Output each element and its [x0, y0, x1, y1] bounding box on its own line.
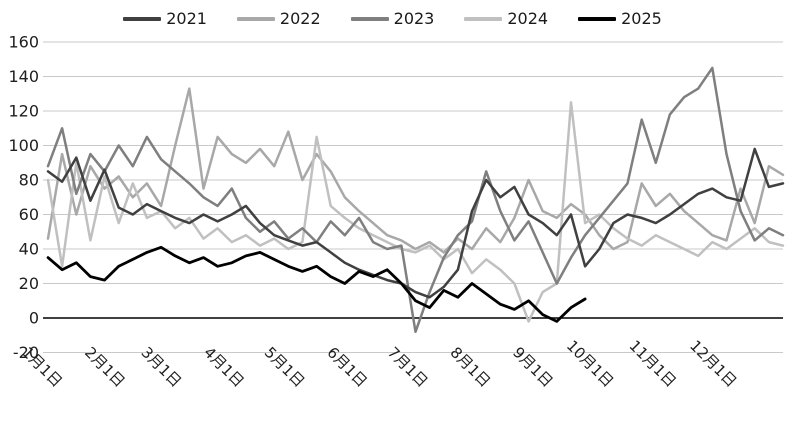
- xtick-label-1: 1月1日: [18, 343, 65, 390]
- legend-label-2023: 2023: [393, 9, 435, 28]
- xtick-label-3: 3月1日: [138, 343, 185, 390]
- legend-item-2021: 2021: [123, 11, 207, 27]
- ytick-label-20: 20: [19, 274, 39, 293]
- legend-item-2022: 2022: [236, 9, 321, 28]
- xtick-label-4: 4月1日: [200, 343, 247, 390]
- legend-item-2023: 2023: [350, 9, 435, 28]
- xtick-label-11: 11月1日: [626, 337, 680, 391]
- legend-swatch-2023: [350, 17, 389, 21]
- xtick-label-7: 7月1日: [384, 343, 431, 390]
- ytick-label-60: 60: [19, 205, 39, 224]
- ytick-label-0: 0: [29, 309, 39, 328]
- series-line-2022: [46, 87, 785, 254]
- series-line-2024: [46, 101, 785, 323]
- xtick-label-2: 2月1日: [81, 343, 128, 390]
- legend-item-2025: 2025: [578, 11, 662, 27]
- legend-label-2024: 2024: [507, 9, 549, 28]
- series-line-2023: [46, 66, 785, 334]
- legend-swatch-2025: [578, 17, 617, 21]
- xtick-label-10: 10月1日: [563, 337, 617, 391]
- ytick-label-100: 100: [8, 136, 39, 155]
- ytick-label-40: 40: [19, 240, 39, 259]
- legend-label-2025: 2025: [621, 9, 662, 28]
- ytick-label-140: 140: [8, 67, 39, 86]
- xtick-label-5: 5月1日: [261, 343, 308, 390]
- legend-label-2021: 2021: [166, 9, 207, 28]
- legend-item-2024: 2024: [464, 11, 548, 27]
- series-line-2025: [46, 245, 587, 323]
- ytick-label--20: -20: [13, 343, 39, 362]
- xtick-label-9: 9月1日: [509, 343, 556, 390]
- legend-label-2022: 2022: [279, 9, 321, 28]
- series-line-2021: [46, 147, 785, 299]
- ytick-label-80: 80: [19, 171, 39, 190]
- xtick-label-12: 12月1日: [686, 337, 740, 391]
- chart-legend: 2021 2022 2023 2024 2025: [0, 6, 785, 32]
- ytick-label-160: 160: [8, 33, 39, 52]
- xtick-label-8: 8月1日: [447, 343, 494, 390]
- legend-swatch-2022: [236, 17, 275, 21]
- legend-swatch-2024: [464, 17, 503, 21]
- ytick-label-120: 120: [8, 102, 39, 121]
- legend-swatch-2021: [123, 17, 162, 21]
- xtick-label-6: 6月1日: [323, 343, 370, 390]
